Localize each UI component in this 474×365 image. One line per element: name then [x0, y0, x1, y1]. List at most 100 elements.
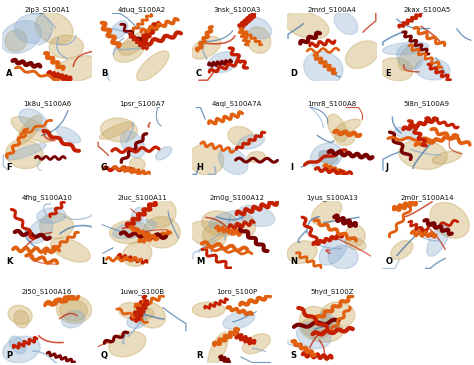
Ellipse shape — [36, 208, 66, 223]
Ellipse shape — [100, 122, 133, 139]
Ellipse shape — [100, 118, 137, 142]
Ellipse shape — [287, 241, 317, 264]
Title: 1psr_S100A7: 1psr_S100A7 — [119, 100, 165, 107]
Ellipse shape — [319, 238, 346, 265]
Ellipse shape — [121, 131, 145, 158]
Ellipse shape — [136, 308, 154, 319]
Ellipse shape — [334, 119, 361, 135]
Ellipse shape — [310, 143, 342, 170]
Ellipse shape — [9, 336, 26, 354]
Ellipse shape — [8, 305, 32, 324]
Ellipse shape — [155, 147, 172, 160]
Ellipse shape — [415, 59, 450, 80]
Ellipse shape — [6, 139, 43, 169]
Text: B: B — [101, 69, 107, 78]
Ellipse shape — [391, 241, 413, 260]
Title: 5hyd_S100Z: 5hyd_S100Z — [310, 288, 354, 295]
Title: 2mrd_S100A4: 2mrd_S100A4 — [308, 6, 356, 13]
Ellipse shape — [394, 127, 419, 140]
Ellipse shape — [300, 306, 333, 339]
Ellipse shape — [223, 311, 255, 329]
Ellipse shape — [35, 12, 73, 44]
Title: 1mr8_S100A8: 1mr8_S100A8 — [307, 100, 356, 107]
Ellipse shape — [17, 115, 42, 144]
Text: M: M — [196, 257, 204, 266]
Ellipse shape — [189, 221, 227, 247]
Title: 3nsk_S100A3: 3nsk_S100A3 — [213, 6, 261, 13]
Ellipse shape — [297, 322, 331, 349]
Ellipse shape — [109, 220, 149, 244]
Ellipse shape — [320, 302, 355, 328]
Ellipse shape — [119, 32, 149, 55]
Ellipse shape — [202, 222, 226, 242]
Text: G: G — [101, 163, 108, 172]
Ellipse shape — [109, 331, 146, 357]
Text: C: C — [196, 69, 202, 78]
Ellipse shape — [328, 114, 347, 142]
Ellipse shape — [0, 20, 41, 53]
Ellipse shape — [137, 51, 169, 81]
Ellipse shape — [131, 207, 145, 223]
Ellipse shape — [397, 45, 423, 69]
Title: 1oro_S100P: 1oro_S100P — [216, 288, 258, 295]
Ellipse shape — [19, 109, 46, 131]
Ellipse shape — [398, 44, 423, 71]
Text: J: J — [386, 163, 389, 172]
Ellipse shape — [319, 150, 338, 164]
Title: 1uwo_S100B: 1uwo_S100B — [119, 288, 164, 295]
Text: D: D — [291, 69, 298, 78]
Ellipse shape — [192, 302, 225, 317]
Ellipse shape — [228, 127, 254, 146]
Ellipse shape — [111, 21, 128, 39]
Title: 5i8n_S100A9: 5i8n_S100A9 — [404, 100, 450, 107]
Ellipse shape — [209, 211, 245, 228]
Text: N: N — [291, 257, 298, 266]
Title: 4duq_S100A2: 4duq_S100A2 — [118, 6, 166, 13]
Ellipse shape — [11, 116, 53, 142]
Ellipse shape — [380, 58, 413, 81]
Title: 1yus_S100A13: 1yus_S100A13 — [306, 194, 358, 201]
Ellipse shape — [430, 202, 469, 238]
Text: R: R — [196, 351, 202, 361]
Text: P: P — [6, 351, 12, 361]
Text: O: O — [386, 257, 392, 266]
Ellipse shape — [134, 301, 165, 328]
Ellipse shape — [238, 205, 275, 226]
Title: 4fhg_S100A10: 4fhg_S100A10 — [22, 194, 73, 201]
Ellipse shape — [244, 17, 272, 39]
Ellipse shape — [345, 237, 366, 250]
Title: 2kax_S100A5: 2kax_S100A5 — [403, 6, 450, 13]
Ellipse shape — [118, 303, 142, 319]
Ellipse shape — [202, 211, 239, 236]
Ellipse shape — [319, 151, 337, 164]
Text: K: K — [6, 257, 12, 266]
Title: 2lp3_S100A1: 2lp3_S100A1 — [24, 6, 70, 13]
Ellipse shape — [191, 36, 221, 59]
Ellipse shape — [14, 310, 29, 328]
Ellipse shape — [6, 143, 46, 160]
Ellipse shape — [247, 151, 265, 162]
Title: 1k8u_S100A6: 1k8u_S100A6 — [23, 100, 71, 107]
Ellipse shape — [219, 148, 248, 174]
Ellipse shape — [208, 332, 228, 365]
Ellipse shape — [383, 42, 428, 55]
Ellipse shape — [146, 199, 176, 228]
Ellipse shape — [335, 130, 355, 146]
Ellipse shape — [346, 41, 379, 69]
Text: S: S — [291, 351, 297, 361]
Ellipse shape — [14, 14, 53, 43]
Title: 4aqi_S100A7A: 4aqi_S100A7A — [212, 100, 262, 107]
Ellipse shape — [300, 317, 343, 342]
Ellipse shape — [127, 314, 147, 328]
Ellipse shape — [3, 336, 40, 363]
Ellipse shape — [345, 225, 365, 246]
Ellipse shape — [241, 215, 255, 236]
Ellipse shape — [427, 224, 449, 256]
Text: L: L — [101, 257, 106, 266]
Text: H: H — [196, 163, 203, 172]
Text: I: I — [291, 163, 294, 172]
Ellipse shape — [50, 238, 90, 262]
Text: Q: Q — [101, 351, 108, 361]
Ellipse shape — [432, 151, 462, 164]
Ellipse shape — [311, 200, 342, 225]
